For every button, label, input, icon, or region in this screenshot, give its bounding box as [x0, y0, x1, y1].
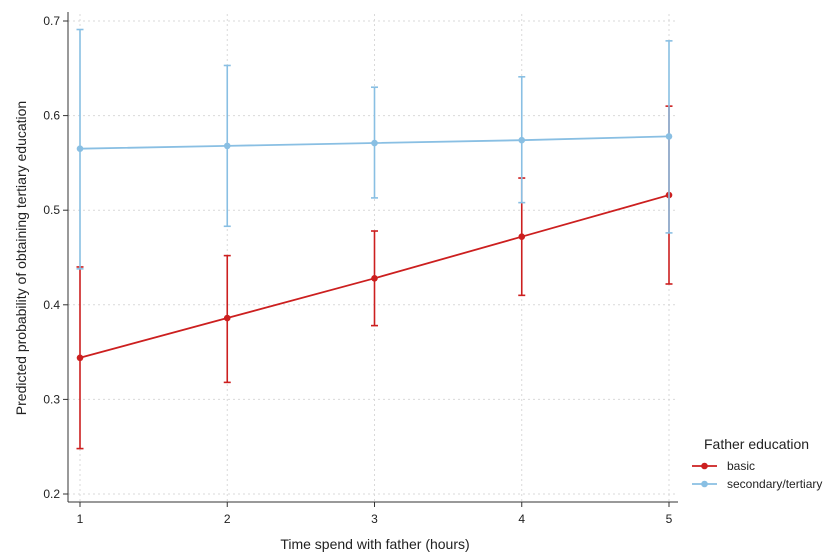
y-tick-label: 0.5: [43, 203, 60, 217]
y-tick-label: 0.2: [43, 487, 60, 501]
x-tick-label: 3: [371, 512, 378, 526]
x-tick-label: 4: [518, 512, 525, 526]
legend: Father education basic secondary/tertiary: [692, 436, 822, 491]
x-tick-label: 1: [77, 512, 84, 526]
x-tick-label: 2: [224, 512, 231, 526]
y-tick-label: 0.7: [43, 14, 60, 28]
data-point: [76, 145, 84, 153]
data-point: [223, 142, 231, 150]
legend-swatch-marker: [701, 480, 708, 488]
legend-item-1: basic: [692, 459, 755, 473]
data-point: [518, 233, 526, 240]
data-point: [371, 139, 378, 147]
y-tick-label: 0.6: [43, 109, 60, 123]
y-tick-label: 0.3: [43, 392, 60, 406]
x-axis-title: Time spend with father (hours): [280, 536, 469, 552]
series-2: [76, 28, 673, 270]
legend-label: basic: [727, 459, 755, 473]
data-point: [76, 354, 84, 362]
data-point: [665, 133, 673, 140]
y-tick-label: 0.4: [43, 298, 60, 312]
legend-item-2: secondary/tertiary: [692, 477, 822, 491]
y-axis-title: Predicted probability of obtaining terti…: [13, 101, 29, 415]
data-point: [223, 314, 231, 322]
data-point: [518, 136, 526, 144]
legend-title: Father education: [704, 436, 809, 452]
x-tick-label: 5: [666, 512, 673, 526]
legend-items: basic secondary/tertiary: [692, 459, 822, 491]
axes: 0.2 0.3 0.4 0.5 0.6 0.7 1 2 3 4 5: [43, 12, 678, 526]
legend-swatch-marker: [701, 462, 708, 470]
legend-label: secondary/tertiary: [727, 477, 822, 491]
data-point: [371, 275, 378, 282]
series-layer: [76, 28, 673, 450]
